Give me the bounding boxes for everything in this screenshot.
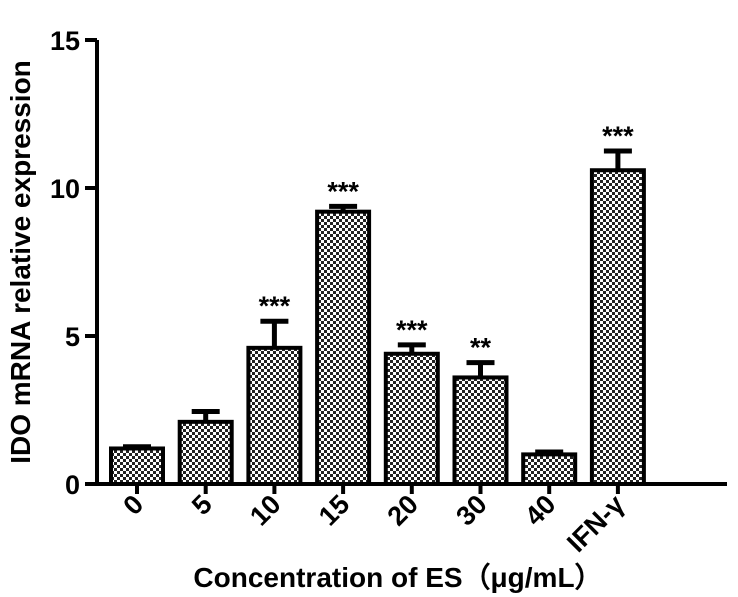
significance-label: *** <box>327 176 359 206</box>
bars-layer: ************** <box>109 121 646 487</box>
x-tick-label: 40 <box>519 489 561 531</box>
significance-label: *** <box>396 315 428 345</box>
significance-label: ** <box>470 333 492 363</box>
x-tick-label: 10 <box>244 489 286 531</box>
bar <box>383 351 440 487</box>
y-tick-label: 10 <box>50 174 80 204</box>
x-tick-label: 30 <box>450 489 492 531</box>
significance-label: *** <box>602 121 634 151</box>
bar <box>177 419 234 486</box>
x-tick-label: 0 <box>117 489 149 521</box>
y-tick-label: 15 <box>50 26 80 56</box>
bar <box>521 452 578 486</box>
bar <box>246 345 303 486</box>
bar <box>452 375 509 486</box>
x-tick-label: 5 <box>186 489 218 521</box>
x-tick-label: IFN-γ <box>561 489 630 558</box>
x-axis-title: Concentration of ES（μg/mL） <box>193 561 602 593</box>
y-axis-title: IDO mRNA relative expression <box>5 60 36 464</box>
x-tick-label: 20 <box>382 489 424 531</box>
y-tick-label: 5 <box>65 322 80 352</box>
significance-label: *** <box>259 291 291 321</box>
bar <box>109 446 165 487</box>
x-tick-label: 15 <box>313 489 355 531</box>
y-tick-label: 0 <box>65 470 80 500</box>
bar <box>589 168 646 487</box>
bar <box>315 209 372 486</box>
